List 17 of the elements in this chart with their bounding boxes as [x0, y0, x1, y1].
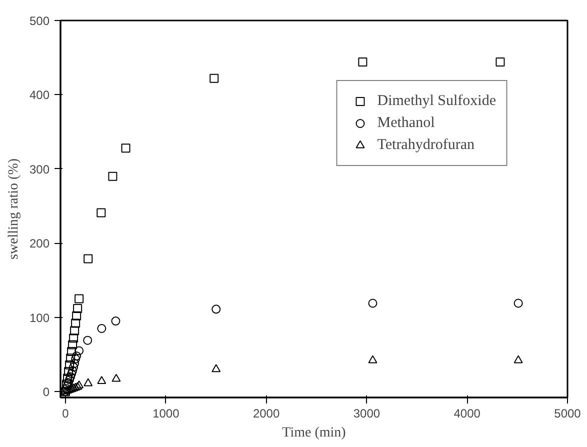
legend-label: Tetrahydrofuran: [377, 136, 474, 154]
x-tick-label: 3000: [353, 406, 380, 420]
x-tick-label: 5000: [554, 406, 582, 420]
y-tick-label: 400: [29, 88, 50, 102]
x-tick-label: 2000: [252, 406, 280, 420]
y-axis-title: swelling ratio (%): [6, 158, 22, 260]
y-tick-label: 100: [29, 310, 50, 325]
legend-label: Dimethyl Sulfoxide: [377, 92, 496, 110]
x-tick-label: 0: [62, 406, 70, 420]
x-axis-title: Time (min): [282, 426, 346, 440]
x-tick-label: 1000: [152, 406, 180, 420]
y-tick-label: 500: [29, 14, 50, 28]
y-tick-label: 0: [42, 385, 50, 400]
x-tick-label: 4000: [454, 406, 481, 420]
legend-label: Methanol: [377, 114, 435, 132]
y-tick-label: 200: [29, 236, 50, 251]
y-tick-label: 300: [29, 162, 50, 176]
